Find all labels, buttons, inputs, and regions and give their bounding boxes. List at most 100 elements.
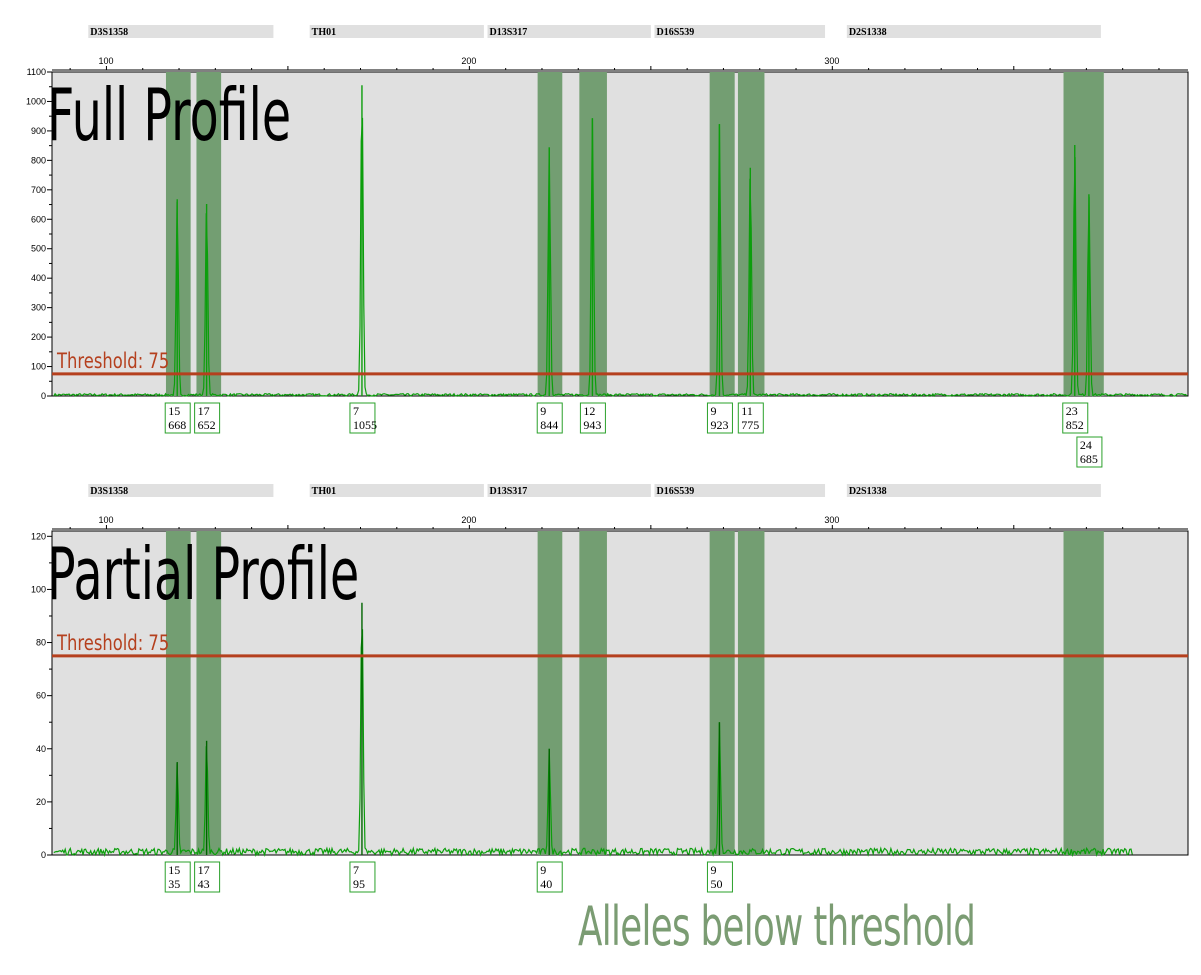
allele-height: 95	[353, 877, 365, 891]
size-axis-tick-label: 300	[824, 515, 839, 525]
allele-label-box	[349, 402, 376, 434]
trace-line	[53, 629, 1133, 858]
allele-height: 40	[540, 877, 552, 891]
allele-name: 24	[1080, 438, 1092, 452]
y-axis-tick-label: 60	[36, 691, 46, 701]
allele-height: 852	[1066, 418, 1084, 432]
allele-height: 775	[741, 418, 759, 432]
allele-bin	[1063, 72, 1104, 396]
allele-label: 950	[706, 861, 733, 893]
y-axis-tick-label: 0	[41, 850, 46, 860]
allele-label-box	[164, 402, 191, 434]
marker-label: D13S317	[490, 486, 528, 497]
marker-bar	[88, 484, 274, 497]
allele-bin	[165, 72, 191, 396]
marker-bar	[654, 484, 826, 497]
allele-height: 923	[710, 418, 728, 432]
y-axis-tick-label: 1100	[27, 67, 46, 77]
allele-name: 7	[353, 863, 359, 877]
allele-label-box	[737, 402, 764, 434]
marker-label: TH01	[312, 27, 336, 38]
panel-title: Full Profile	[47, 74, 291, 158]
y-axis-tick-label: 40	[36, 744, 46, 754]
allele-height: 652	[198, 418, 216, 432]
allele-name: 15	[168, 863, 180, 877]
marker-bar	[846, 25, 1101, 38]
allele-label: 940	[536, 861, 563, 893]
allele-label: 795	[349, 861, 376, 893]
allele-label-box	[536, 402, 563, 434]
allele-label-box	[706, 861, 733, 893]
allele-bin	[709, 531, 735, 855]
allele-height: 35	[168, 877, 180, 891]
allele-name: 12	[583, 404, 595, 418]
y-axis-tick-label: 400	[31, 273, 46, 283]
size-axis-tick-label: 200	[461, 56, 476, 66]
y-axis-tick-label: 80	[36, 638, 46, 648]
allele-name: 11	[741, 404, 753, 418]
y-axis-tick-label: 100	[31, 584, 46, 594]
allele-label-box	[536, 861, 563, 893]
marker-bar	[309, 484, 484, 497]
allele-name: 17	[198, 404, 210, 418]
y-axis-tick-label: 120	[31, 531, 46, 541]
marker-label: TH01	[312, 486, 336, 497]
allele-label-box	[1076, 436, 1103, 468]
trace-line	[53, 117, 1188, 398]
allele-name: 9	[540, 404, 546, 418]
y-axis-tick-label: 200	[31, 332, 46, 342]
allele-height: 43	[198, 877, 210, 891]
allele-bin	[196, 531, 222, 855]
marker-label: D2S1338	[849, 27, 887, 38]
allele-name: 9	[710, 404, 716, 418]
size-axis-tick-label: 200	[461, 515, 476, 525]
allele-height: 50	[710, 877, 722, 891]
threshold-label: Threshold: 75	[56, 350, 169, 373]
marker-bar	[654, 25, 826, 38]
marker-label: D16S539	[656, 27, 694, 38]
marker-label: D3S1358	[90, 27, 128, 38]
marker-label: D2S1338	[849, 486, 887, 497]
allele-height: 943	[583, 418, 601, 432]
allele-label-box	[1062, 402, 1089, 434]
threshold-label: Threshold: 75	[56, 632, 169, 655]
allele-bin	[579, 531, 607, 855]
allele-label-box	[194, 402, 221, 434]
marker-label: D16S539	[656, 486, 694, 497]
allele-name: 17	[198, 863, 210, 877]
allele-name: 9	[540, 863, 546, 877]
allele-bin	[537, 531, 563, 855]
marker-bar	[846, 484, 1101, 497]
allele-height: 685	[1080, 452, 1098, 466]
size-axis-tick-label: 100	[98, 515, 113, 525]
y-axis-tick-label: 700	[31, 185, 46, 195]
y-axis-tick-label: 300	[31, 303, 46, 313]
plot-area	[51, 71, 1189, 397]
y-axis-tick-label: 0	[41, 391, 46, 401]
marker-label: D13S317	[490, 27, 528, 38]
size-axis-tick-label: 300	[824, 56, 839, 66]
allele-name: 7	[353, 404, 359, 418]
marker-bar	[487, 484, 651, 497]
allele-height: 1055	[353, 418, 377, 432]
allele-label-box	[164, 861, 191, 893]
y-axis-tick-label: 900	[31, 126, 46, 136]
marker-label: D3S1358	[90, 486, 128, 497]
plot-area	[51, 530, 1189, 856]
panel-partial-profile: D3S1358 TH01 D13S317 D16S539 D2S1338 100 200 30…	[31, 484, 1189, 893]
allele-height: 668	[168, 418, 186, 432]
allele-label-box	[194, 861, 221, 893]
y-axis-tick-label: 100	[31, 362, 46, 372]
